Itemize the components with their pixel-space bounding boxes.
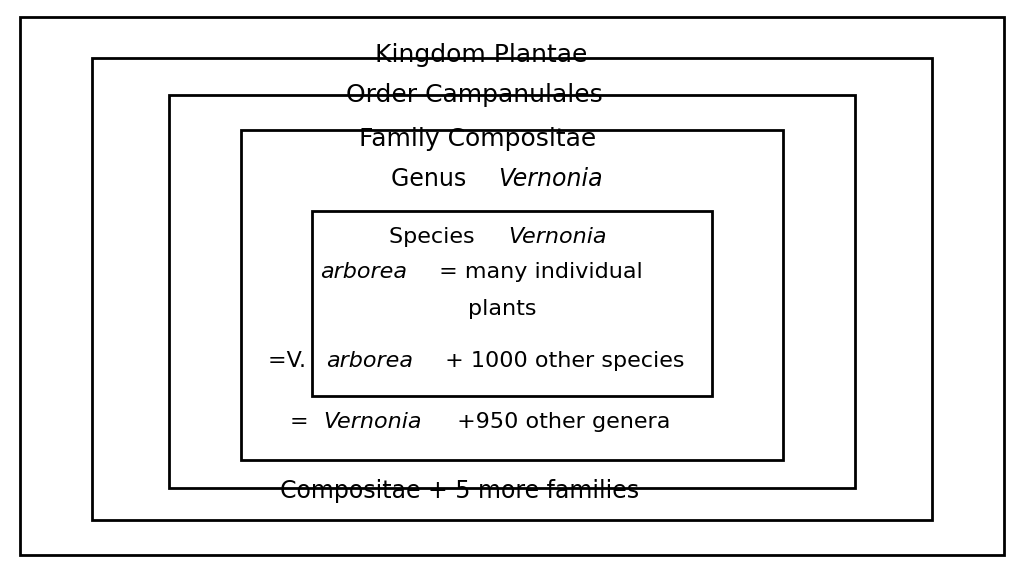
Text: Order Campanulales: Order Campanulales [346,83,603,108]
Text: arborea: arborea [326,351,413,371]
Bar [241,130,783,460]
Text: Kingdom Plantae: Kingdom Plantae [375,43,588,67]
Text: + 1000 other species: + 1000 other species [438,351,685,371]
Text: Genus: Genus [391,167,474,191]
Text: Species: Species [389,227,481,247]
Text: Vernonia: Vernonia [323,412,422,432]
Text: +950 other genera: +950 other genera [450,412,671,432]
Bar [169,95,855,488]
Text: Vernonia: Vernonia [508,227,607,247]
Text: plants: plants [468,299,537,319]
Text: arborea: arborea [319,262,407,281]
Text: Compositae + 5 more families: Compositae + 5 more families [281,479,639,503]
Text: Family Compositae: Family Compositae [359,127,596,151]
Bar [312,211,712,396]
Text: = many individual: = many individual [432,262,643,281]
Bar [92,58,932,520]
Text: =V.: =V. [267,351,313,371]
Text: =: = [290,412,315,432]
Text: Vernonia: Vernonia [498,167,602,191]
